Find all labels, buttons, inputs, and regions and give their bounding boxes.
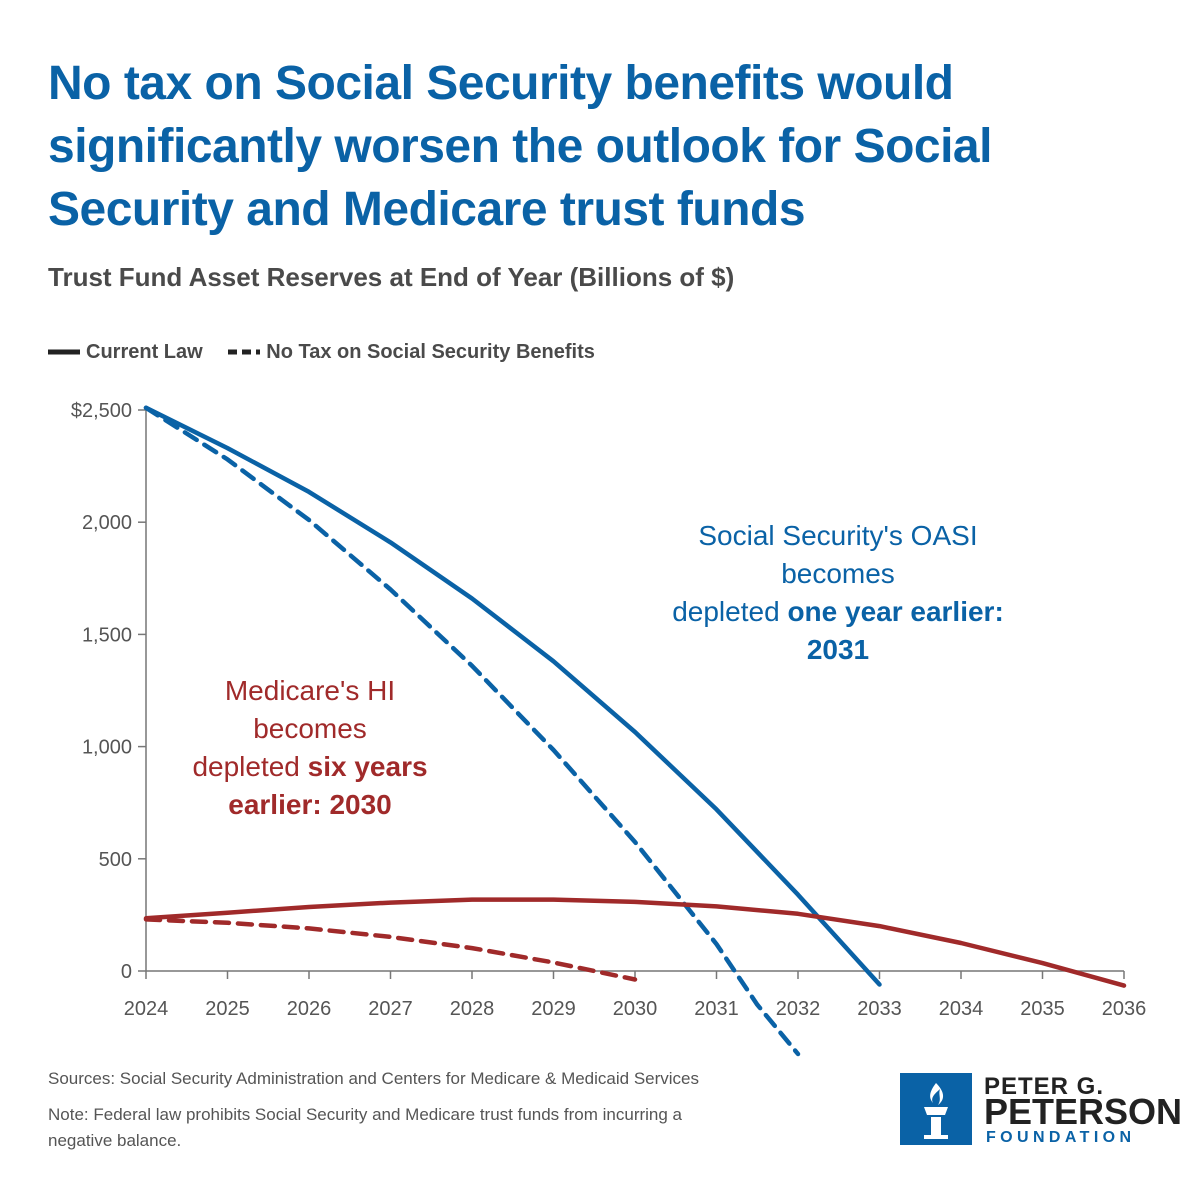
peterson-foundation-logo: PETER G. PETERSON FOUNDATION [900, 1073, 1182, 1148]
legend: Current Law No Tax on Social Security Be… [48, 340, 615, 364]
y-tick-label: 1,500 [82, 624, 132, 646]
oasi-annotation-line3-bold: one year earlier: [787, 596, 1003, 627]
series-line-1 [143, 405, 801, 1057]
legend-item-current-law: Current Law [48, 341, 203, 364]
x-tick-label: 2027 [368, 998, 413, 1020]
hi-annotation-line3-bold: six years [308, 751, 428, 782]
chart-series [143, 405, 1127, 1057]
x-tick-label: 2026 [287, 998, 332, 1020]
chart-subtitle: Trust Fund Asset Reserves at End of Year… [48, 262, 735, 292]
legend-solid-line-icon [48, 349, 80, 355]
y-tick-label: 500 [99, 849, 132, 871]
hi-annotation-line3: depleted six years [192, 751, 427, 782]
x-tick-label: 2031 [694, 998, 739, 1020]
series-line-3 [143, 917, 638, 982]
x-tick-label: 2035 [1020, 998, 1065, 1020]
oasi-annotation-line2: becomes [781, 558, 895, 589]
x-tick-label: 2034 [939, 998, 984, 1020]
x-tick-label: 2030 [613, 998, 658, 1020]
series-line-2 [143, 897, 1127, 988]
footnote-line2: negative balance. [48, 1131, 182, 1150]
hi-annotation-line1: Medicare's HI [225, 675, 395, 706]
x-tick-label: 2025 [205, 998, 250, 1020]
logo-line2: PETERSON [984, 1091, 1183, 1132]
x-tick-label: 2024 [124, 998, 169, 1020]
footnote-line1: Note: Federal law prohibits Social Secur… [48, 1105, 683, 1124]
legend-item-no-tax: No Tax on Social Security Benefits [228, 341, 595, 364]
x-tick-label: 2032 [776, 998, 821, 1020]
hi-annotation-line3-normal: depleted [192, 751, 307, 782]
chart-title: No tax on Social Security benefits would… [48, 57, 992, 236]
legend-label-no-tax: No Tax on Social Security Benefits [266, 340, 595, 363]
y-tick-label: $2,500 [71, 400, 132, 422]
logo-line1: PETER G. [984, 1073, 1105, 1100]
hi-annotation-line2: becomes [253, 713, 367, 744]
y-tick-label: 2,000 [82, 512, 132, 534]
y-tick-label: 0 [121, 961, 132, 983]
y-tick-label: 1,000 [82, 737, 132, 759]
sources-note: Sources: Social Security Administration … [48, 1069, 700, 1088]
legend-label-current-law: Current Law [86, 340, 203, 363]
series-line-0 [143, 405, 882, 987]
oasi-annotation-line1: Social Security's OASI [698, 520, 977, 551]
oasi-annotation-line4: 2031 [807, 634, 869, 665]
hi-annotation-line4: earlier: 2030 [228, 789, 391, 820]
oasi-annotation-line3: depleted one year earlier: [672, 596, 1004, 627]
x-tick-label: 2033 [857, 998, 902, 1020]
torch-icon [900, 1073, 972, 1145]
oasi-annotation-line3-normal: depleted [672, 596, 787, 627]
logo-line3: FOUNDATION [986, 1129, 1136, 1146]
x-tick-label: 2028 [450, 998, 495, 1020]
x-tick-label: 2029 [531, 998, 576, 1020]
chart-axes: 0 500 1,000 1,500 2,000 $2,500 2024 2025 2026 202… [71, 400, 1146, 1020]
legend-dashed-line-icon [228, 349, 261, 355]
x-tick-label: 2036 [1102, 998, 1147, 1020]
chart-annotations: Social Security's OASI becomes depleted … [192, 520, 1003, 820]
